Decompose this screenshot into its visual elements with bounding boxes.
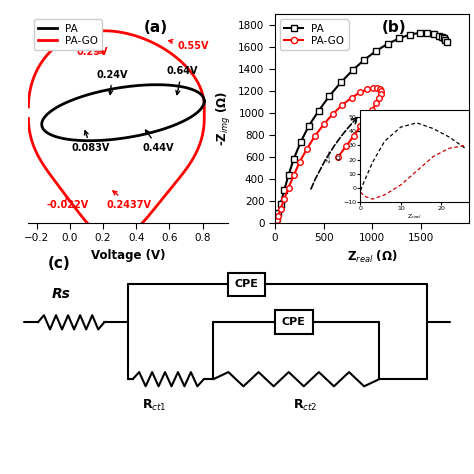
X-axis label: Z$_{real}$ (Ω): Z$_{real}$ (Ω) bbox=[347, 249, 397, 265]
Text: 0.24V: 0.24V bbox=[96, 70, 128, 94]
Text: 0.2437V: 0.2437V bbox=[106, 191, 151, 210]
Text: 0.55V: 0.55V bbox=[169, 39, 209, 51]
Text: Rs: Rs bbox=[52, 287, 71, 301]
Legend: PA, PA-GO: PA, PA-GO bbox=[280, 19, 348, 50]
Text: 0.44V: 0.44V bbox=[143, 130, 174, 153]
Text: CPE: CPE bbox=[282, 317, 306, 328]
Text: 0.25V: 0.25V bbox=[76, 47, 108, 57]
Text: 0.083V: 0.083V bbox=[72, 131, 110, 153]
Y-axis label: -Z$_{img}$ (Ω): -Z$_{img}$ (Ω) bbox=[215, 91, 233, 146]
Text: (a): (a) bbox=[144, 20, 168, 36]
X-axis label: Voltage (V): Voltage (V) bbox=[91, 249, 165, 262]
Text: R$_{ct1}$: R$_{ct1}$ bbox=[142, 398, 166, 413]
Text: -0.022V: -0.022V bbox=[46, 197, 89, 210]
Text: CPE: CPE bbox=[235, 279, 258, 290]
Text: 0.64V: 0.64V bbox=[166, 66, 198, 95]
Legend: PA, PA-GO: PA, PA-GO bbox=[34, 19, 102, 50]
Text: (b): (b) bbox=[382, 20, 406, 36]
Text: R$_{ct2}$: R$_{ct2}$ bbox=[293, 398, 318, 413]
Text: (c): (c) bbox=[47, 256, 70, 271]
